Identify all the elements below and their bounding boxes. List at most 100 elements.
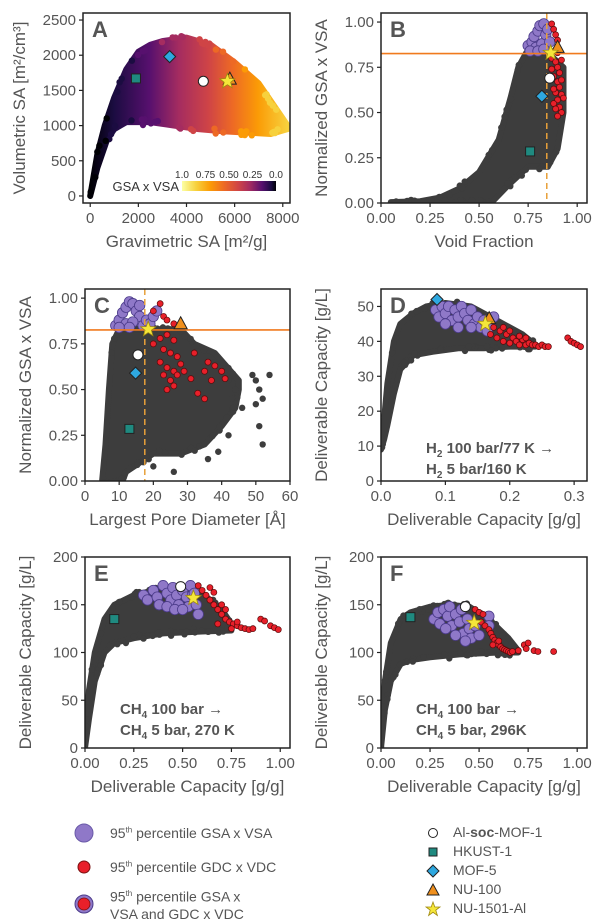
colorbar-tick-label: 1.0 bbox=[175, 170, 189, 181]
x-tick-label: 0.25 bbox=[119, 755, 148, 772]
panel-a: 0 2000 4000 6000 8000 0 500 1000 1500 2000 2500 Gra… bbox=[10, 12, 299, 251]
data-point bbox=[130, 633, 138, 640]
data-point bbox=[477, 197, 484, 203]
x-tick-label: 0.3 bbox=[564, 488, 585, 505]
data-point bbox=[518, 172, 525, 179]
data-point bbox=[399, 200, 406, 203]
data-point bbox=[118, 75, 125, 82]
data-point bbox=[388, 349, 396, 357]
red-point bbox=[149, 307, 157, 315]
y-tick-label: 0.25 bbox=[49, 427, 78, 444]
x-axis-label: Gravimetric SA [m²/g] bbox=[106, 232, 268, 251]
data-point bbox=[238, 404, 246, 412]
data-point bbox=[103, 115, 110, 122]
purple-point bbox=[134, 299, 146, 312]
red-point bbox=[202, 591, 210, 599]
data-point bbox=[252, 377, 260, 384]
data-point bbox=[111, 122, 119, 130]
data-point bbox=[216, 423, 223, 431]
data-point bbox=[187, 335, 194, 343]
x-axis-label: Largest Pore Diameter [Å] bbox=[89, 510, 286, 529]
x-tick-label: 0 bbox=[86, 210, 94, 227]
data-point bbox=[499, 345, 506, 352]
red-point bbox=[167, 377, 174, 384]
legend-item-mof-5: MOF-5 bbox=[425, 861, 542, 880]
annotation-line: CH4 100 bar → bbox=[120, 701, 223, 721]
data-point bbox=[441, 651, 448, 658]
data-point bbox=[159, 324, 167, 331]
red-point bbox=[545, 343, 552, 350]
y-tick-label: 100 bbox=[349, 645, 374, 662]
data-point bbox=[252, 401, 260, 408]
legend-item-purple: 95th percentile GSA x VSA bbox=[70, 820, 276, 846]
marker-nu-1501-al bbox=[476, 314, 494, 332]
data-point bbox=[128, 117, 135, 124]
marker-mof-5 bbox=[430, 292, 444, 307]
x-tick-label: 0.50 bbox=[168, 755, 197, 772]
colorbar-tick-label: 0.50 bbox=[219, 170, 239, 181]
data-point bbox=[88, 666, 96, 673]
data-point bbox=[109, 604, 116, 611]
data-point bbox=[468, 197, 476, 203]
plot-area bbox=[381, 298, 584, 453]
data-point bbox=[126, 464, 134, 472]
purple-point bbox=[452, 321, 464, 333]
data-point bbox=[158, 38, 166, 46]
red-point bbox=[493, 334, 501, 342]
x-tick-label: 0.25 bbox=[415, 210, 444, 227]
purple-point bbox=[440, 623, 452, 635]
y-tick-label: 0.25 bbox=[345, 150, 374, 167]
panel-c: 0 10 20 30 40 50 60 0.00 0.25 0.50 0.75 1.00 Largest… bbox=[16, 288, 298, 529]
red-point bbox=[552, 105, 559, 113]
data-point bbox=[483, 343, 491, 350]
red-point bbox=[479, 610, 487, 618]
data-point bbox=[507, 95, 515, 103]
yellow-star-icon bbox=[425, 900, 442, 917]
data-point bbox=[248, 132, 255, 139]
data-point bbox=[384, 695, 391, 703]
red-point bbox=[514, 647, 522, 654]
data-point bbox=[395, 620, 402, 627]
red-point bbox=[558, 56, 565, 64]
legend-item-al-soc-mof-1: Al-soc-MOF-1 bbox=[425, 823, 542, 842]
data-point bbox=[96, 142, 103, 149]
panel-letter: E bbox=[94, 561, 109, 586]
red-point bbox=[222, 606, 229, 613]
marker-hkust-1 bbox=[130, 73, 141, 84]
x-tick-label: 30 bbox=[179, 488, 196, 505]
red-point bbox=[487, 331, 494, 338]
data-point bbox=[142, 47, 149, 54]
x-tick-label: 2000 bbox=[122, 210, 155, 227]
data-point bbox=[514, 67, 521, 74]
red-point bbox=[210, 588, 218, 596]
x-tick-label: 0.00 bbox=[70, 755, 99, 772]
panel-letter: C bbox=[94, 293, 110, 318]
red-point bbox=[524, 639, 532, 647]
x-tick-label: 0.75 bbox=[514, 755, 543, 772]
data-point bbox=[85, 716, 90, 723]
x-tick-label: 20 bbox=[145, 488, 162, 505]
red-point bbox=[214, 606, 222, 613]
purple-circle-icon bbox=[74, 823, 94, 843]
data-point bbox=[237, 128, 245, 135]
data-point bbox=[452, 199, 459, 203]
data-point bbox=[459, 184, 466, 192]
panel-f: 0.00 0.25 0.50 0.75 1.00 0 50 100 150 200 Delivera… bbox=[312, 549, 592, 796]
data-point bbox=[408, 310, 415, 317]
legend-text: 95 bbox=[110, 888, 126, 905]
y-tick-label: 1.00 bbox=[49, 290, 78, 307]
data-point bbox=[209, 432, 216, 440]
red-point bbox=[187, 375, 195, 382]
y-axis-label: Deliverable Capacity [g/L] bbox=[312, 556, 331, 750]
purple-point bbox=[449, 629, 462, 641]
data-point bbox=[508, 639, 516, 647]
teal-square-icon bbox=[428, 847, 438, 856]
data-point bbox=[394, 201, 400, 203]
purple-red-circle-icon bbox=[74, 894, 94, 914]
marker-al-soc-mof-1 bbox=[544, 72, 556, 84]
data-point bbox=[441, 197, 449, 203]
data-point bbox=[381, 441, 386, 448]
data-point bbox=[381, 677, 389, 684]
purple-point bbox=[459, 635, 471, 647]
red-point bbox=[170, 336, 178, 344]
